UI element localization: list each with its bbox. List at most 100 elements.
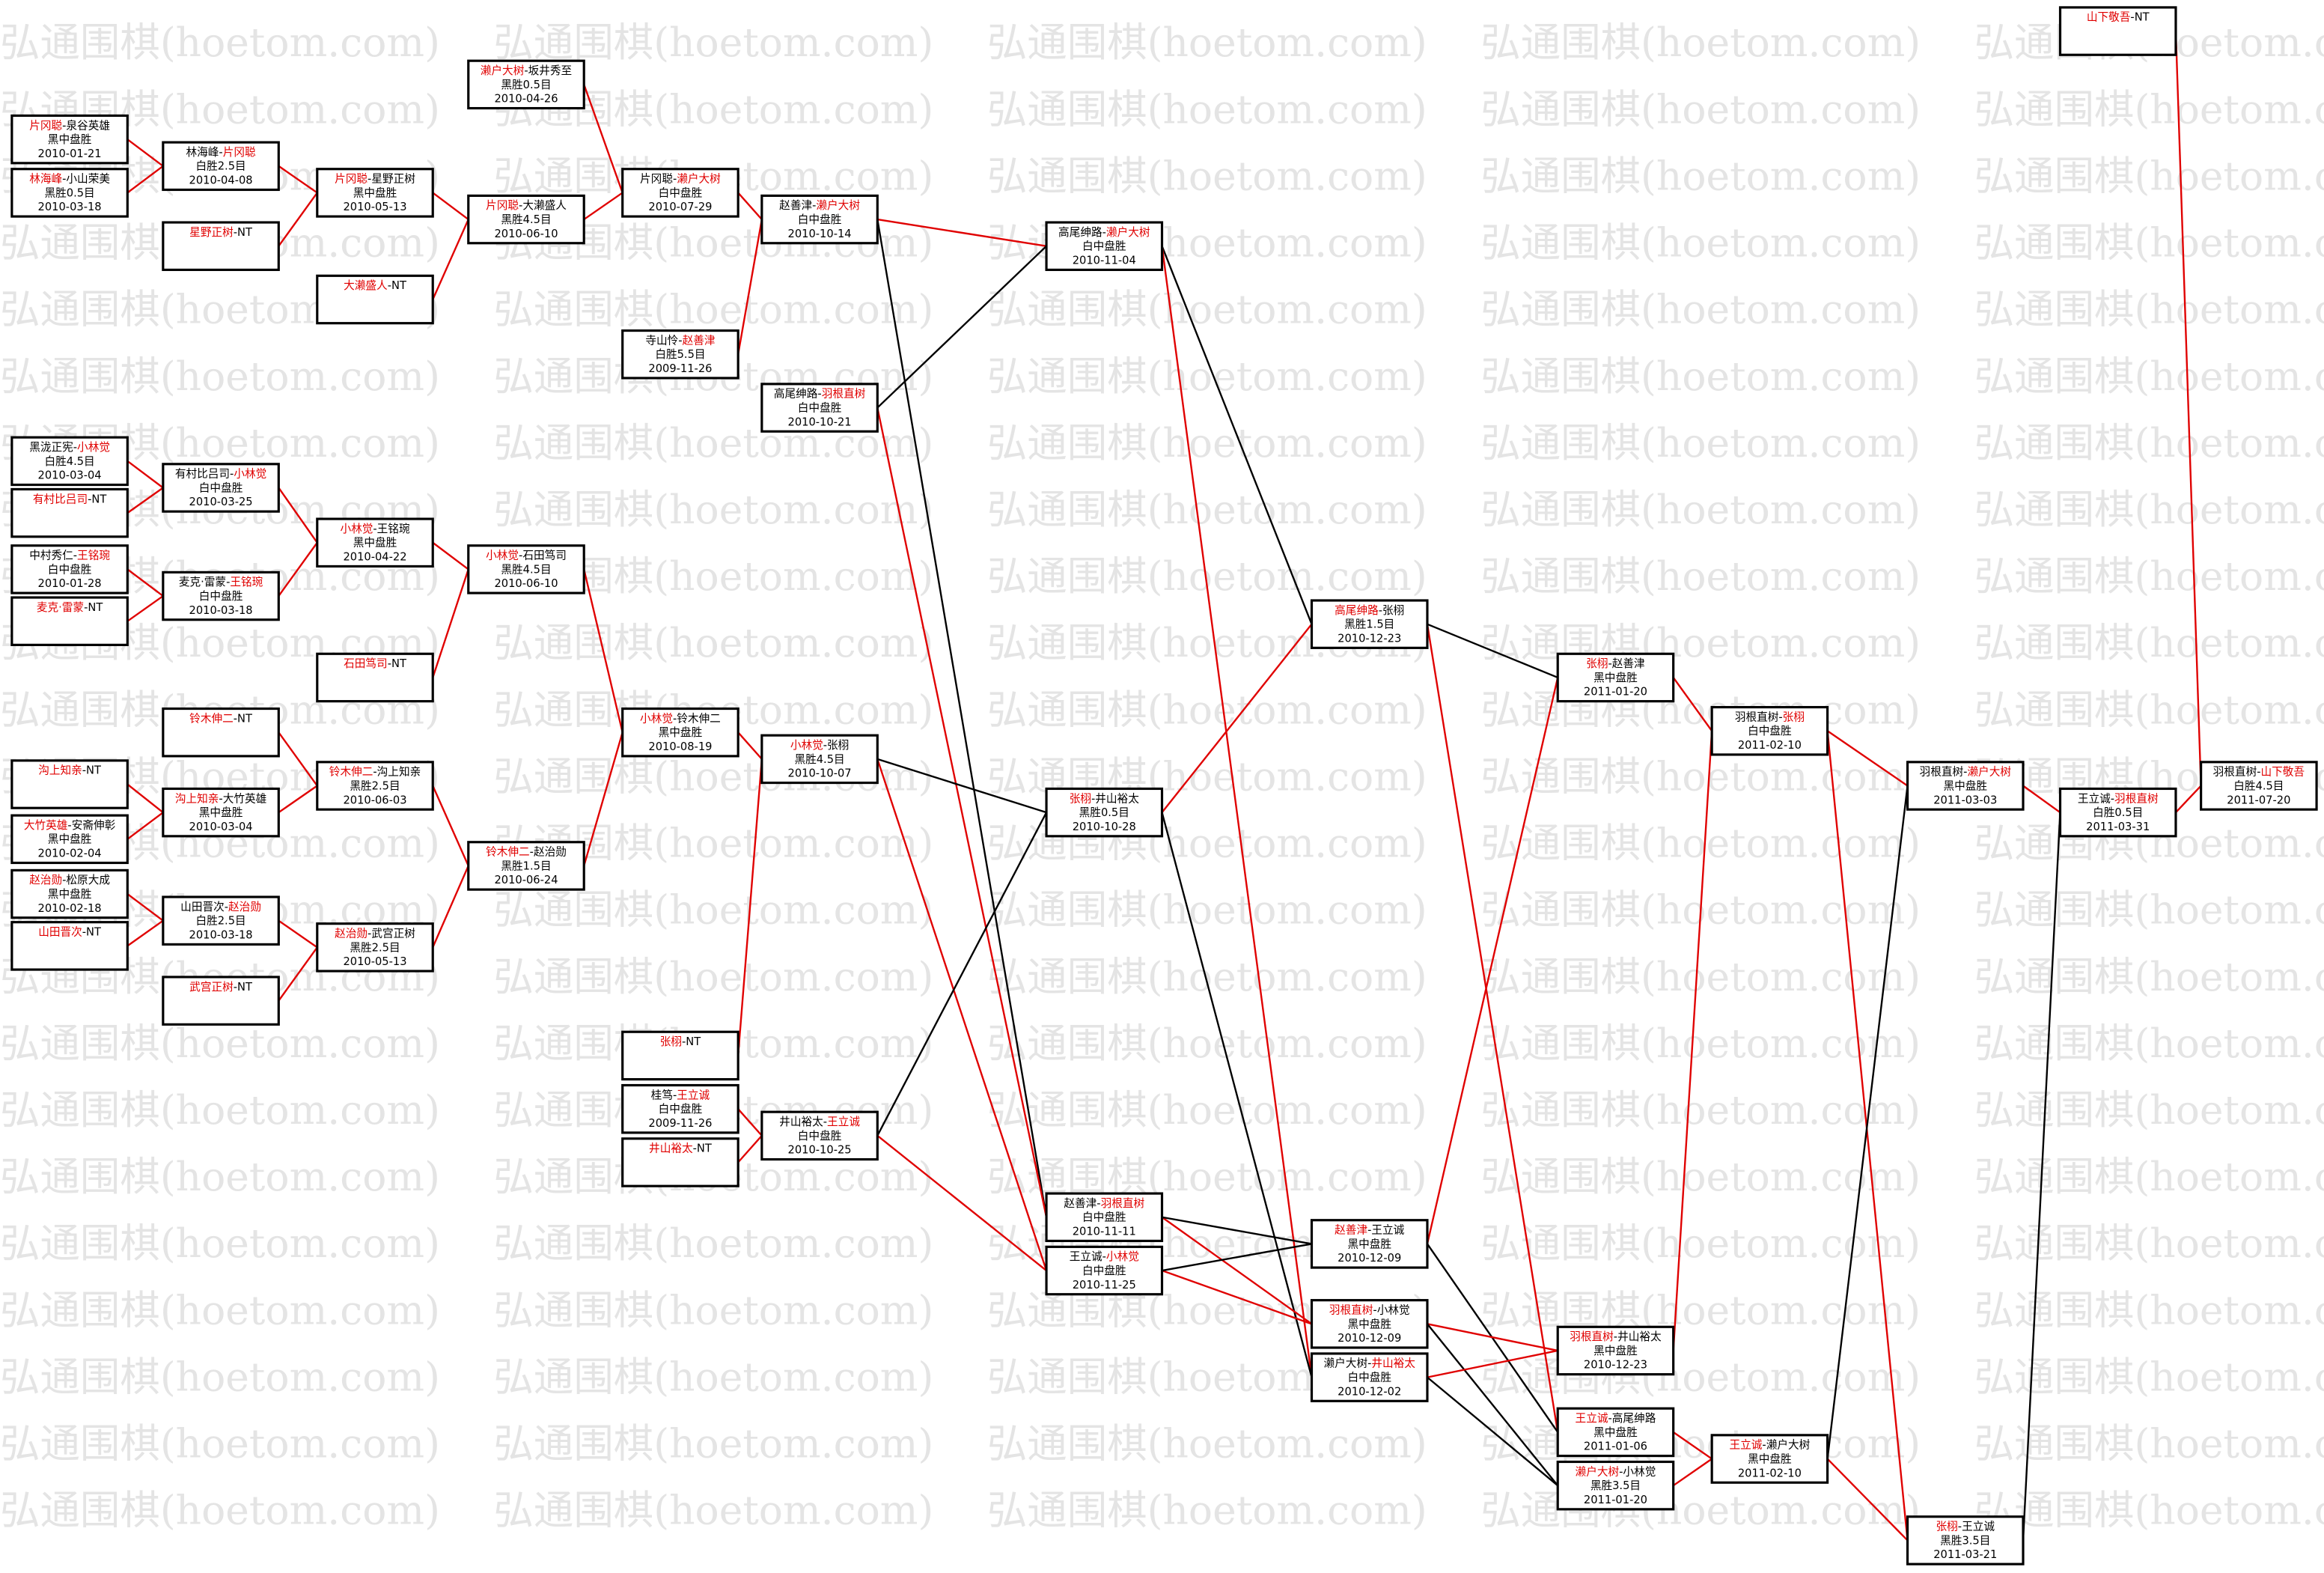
box [316,652,434,703]
watermark: 弘通围棋(hoetom.com) [1480,1153,1921,1200]
watermark: 弘通围棋(hoetom.com) [493,1220,933,1267]
node-layer: 片冈聪-泉谷英雄黑中盘胜2010-01-21林海峰-小山荣美黑胜0.5目2010… [10,6,2318,1566]
watermark: 弘通围棋(hoetom.com) [1480,152,1921,199]
box [1045,1192,1164,1243]
date: 2010-12-09 [1338,1332,1401,1345]
watermark: 弘通围棋(hoetom.com) [493,19,933,66]
players: 羽根直树-张栩 [1735,711,1805,723]
date: 2010-11-25 [1073,1279,1136,1291]
box [1710,705,1829,756]
result: 白中盘胜 [659,186,703,199]
match-box: 山田晋次-NT [10,921,129,971]
result: 白中盘胜 [1082,240,1126,253]
result: 黑中盘胜 [1593,1344,1638,1357]
player: 林海峰 [186,146,219,159]
player: 石田笃司 [344,657,388,670]
connector [126,568,164,597]
players: 濑户大树-小林觉 [1576,1465,1656,1478]
player: 羽根直树 [822,388,866,401]
date: 2010-10-25 [788,1144,852,1157]
players: 赵善津-羽根直树 [1064,1197,1144,1210]
connector [737,192,763,220]
players: 片冈聪-大濑盛人 [486,199,567,212]
player: 赵治勋 [534,846,567,859]
watermark: 弘通围棋(hoetom.com) [987,85,1427,133]
connector [1161,1216,1313,1325]
result: 黑中盘胜 [1593,1426,1638,1439]
separator: - [1367,1224,1371,1237]
separator: - [62,173,66,186]
separator: - [1102,226,1106,239]
players: 高尾绅路-张栩 [1335,604,1404,617]
watermark: 弘通围棋(hoetom.com) [1974,1487,2324,1534]
player: 王铭琬 [230,576,263,588]
watermark: 弘通围棋(hoetom.com) [1480,752,1921,800]
watermark: 弘通围棋(hoetom.com) [1480,553,1921,600]
player: 小山荣美 [66,173,110,186]
watermark: 弘通围棋(hoetom.com) [1480,1220,1921,1267]
player: 麦克·雷蒙 [37,601,84,614]
watermark: 弘通围棋(hoetom.com) [0,1153,440,1200]
players: 黑泷正宪-小林觉 [29,440,110,454]
date: 2010-10-28 [1073,821,1136,833]
box [162,463,280,513]
players: 张栩-赵善津 [1586,657,1645,670]
players: 张栩-NT [660,1035,701,1048]
box [1556,1325,1675,1376]
players: 王立诚-小林觉 [1070,1250,1139,1263]
player: NT [86,764,101,777]
players: 张栩-井山裕太 [1070,792,1139,805]
box [1556,652,1675,703]
box [162,976,280,1026]
players: 赵善津-濑户大树 [779,199,860,212]
players: 濑户大树-坂井秀至 [481,64,572,77]
player: 濑户大树 [1766,1439,1811,1452]
players: 小林觉-铃木伸二 [640,712,721,725]
result: 黑胜4.5目 [501,563,551,576]
player: 高尾绅路 [1058,226,1102,239]
result: 白胜4.5目 [2233,779,2284,792]
watermark: 弘通围棋(hoetom.com) [1480,219,1921,267]
match-box: 山下敬吾-NT [2058,6,2177,56]
date: 2010-07-29 [648,201,712,213]
connector [278,946,318,1002]
separator: - [1608,657,1611,670]
connector [1826,730,1909,787]
connector [1161,812,1313,1378]
connector [876,758,1047,814]
date: 2010-03-04 [189,821,253,833]
separator: - [234,226,237,239]
players: 片冈聪-星野正树 [335,173,415,186]
separator: - [373,766,376,779]
match-box: 铃木伸二-NT [162,707,280,758]
player: 赵善津 [683,334,716,347]
players: 桂笃-王立诚 [651,1089,710,1101]
box [621,1137,739,1187]
date: 2010-10-21 [788,416,852,428]
separator: - [823,739,827,752]
watermark: 弘通围棋(hoetom.com) [493,1286,933,1333]
separator: - [1373,1303,1376,1316]
connector [432,541,469,571]
players: 大竹英雄-安斋伸彰 [24,818,116,832]
connector [583,192,623,221]
separator: - [1379,604,1382,617]
players: 片冈聪-泉谷英雄 [29,118,110,132]
separator: - [225,901,228,913]
separator: - [1367,1357,1371,1370]
date: 2011-01-20 [1584,686,1647,699]
watermark: 弘通围棋(hoetom.com) [1480,619,1921,666]
connector [1161,246,1313,1378]
watermark: 弘通围棋(hoetom.com) [1974,85,2324,133]
watermark: 弘通围棋(hoetom.com) [1974,553,2324,600]
